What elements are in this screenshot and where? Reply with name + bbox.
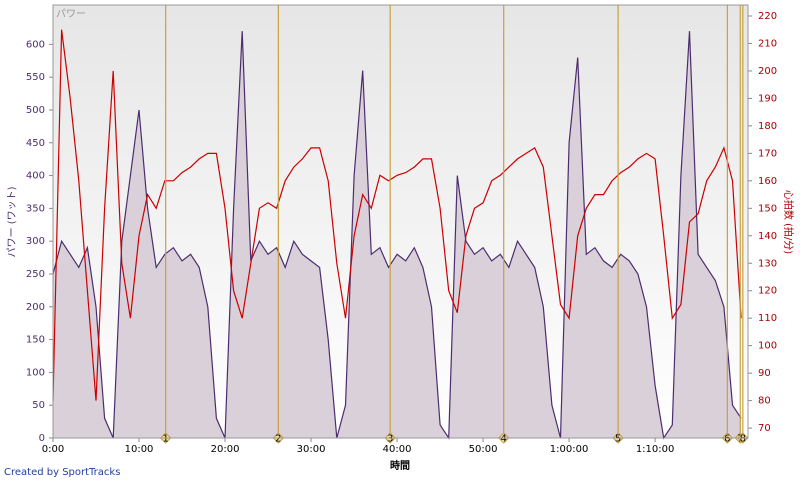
y-axis-label: パワー (ワット) xyxy=(6,186,18,257)
y-tick-label: 0 xyxy=(39,433,45,444)
lap-label: 8 xyxy=(740,434,746,445)
y-tick-label: 200 xyxy=(26,302,45,313)
x-tick-label: 30:00 xyxy=(297,444,326,455)
x-axis-label: 時間 xyxy=(390,459,410,472)
x-tick-label: 1:10:00 xyxy=(636,444,675,455)
y2-tick-label: 220 xyxy=(758,11,777,22)
y2-tick-label: 120 xyxy=(758,286,777,297)
power-line xyxy=(52,31,742,440)
y2-tick-label: 100 xyxy=(758,341,777,352)
y-tick-label: 450 xyxy=(26,138,45,149)
y-tick-label: 500 xyxy=(26,105,45,116)
x-tick-label: 20:00 xyxy=(211,444,240,455)
y2-tick-label: 210 xyxy=(758,38,777,49)
lap-label: 2 xyxy=(275,434,281,445)
y-tick-label: 350 xyxy=(26,203,45,214)
plot-border xyxy=(52,4,749,439)
y2-tick-label: 70 xyxy=(758,423,771,434)
y2-tick-label: 200 xyxy=(758,66,777,77)
y-tick-label: 300 xyxy=(26,236,45,247)
y2-tick-label: 190 xyxy=(758,93,777,104)
y2-tick-label: 110 xyxy=(758,313,777,324)
x-tick-label: 10:00 xyxy=(125,444,154,455)
x-tick-label: 40:00 xyxy=(383,444,412,455)
y-tick-label: 400 xyxy=(26,171,45,182)
lap-label: 3 xyxy=(387,434,393,445)
power-area xyxy=(53,31,742,438)
y2-tick-label: 90 xyxy=(758,368,771,379)
y-tick-label: 100 xyxy=(26,367,45,378)
y2-tick-label: 180 xyxy=(758,121,777,132)
chart-title: パワー xyxy=(56,8,86,20)
lap-label: 1 xyxy=(162,434,168,445)
y2-axis-label: 心拍数 (拍/分) xyxy=(782,190,795,254)
lap-label: 4 xyxy=(501,434,507,445)
x-tick-label: 1:00:00 xyxy=(550,444,589,455)
footer: Created by SportTracks xyxy=(4,467,120,478)
y2-tick-label: 130 xyxy=(758,258,777,269)
lap-label: 6 xyxy=(724,434,730,445)
y-tick-label: 50 xyxy=(32,400,45,411)
x-tick-label: 0:00 xyxy=(42,444,64,455)
y-tick-label: 600 xyxy=(26,39,45,50)
y-tick-label: 250 xyxy=(26,269,45,280)
x-tick-label: 50:00 xyxy=(469,444,498,455)
heart-rate-line xyxy=(52,29,742,401)
lap-label: 5 xyxy=(615,434,621,445)
y2-tick-label: 150 xyxy=(758,203,777,214)
y2-tick-label: 170 xyxy=(758,148,777,159)
y-tick-label: 150 xyxy=(26,335,45,346)
y-tick-label: 550 xyxy=(26,72,45,83)
y2-tick-label: 140 xyxy=(758,231,777,242)
y2-tick-label: 160 xyxy=(758,176,777,187)
y2-tick-label: 80 xyxy=(758,396,771,407)
